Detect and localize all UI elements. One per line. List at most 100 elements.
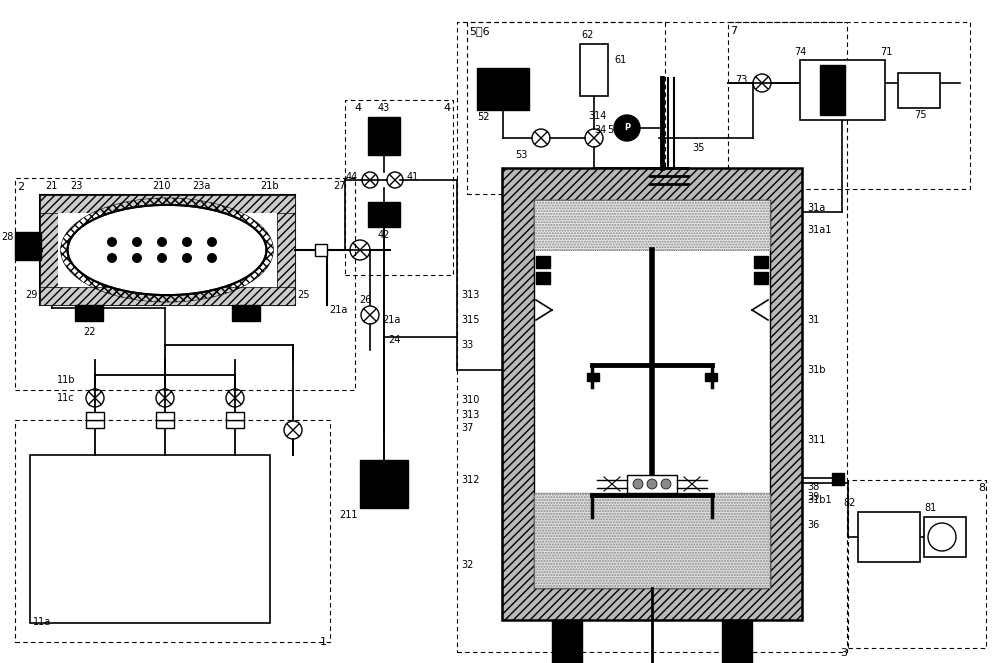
Bar bbox=[345, 100, 453, 275]
Bar bbox=[728, 22, 970, 189]
Bar bbox=[368, 117, 400, 155]
Text: 315: 315 bbox=[461, 315, 480, 325]
Text: 25: 25 bbox=[297, 290, 310, 300]
Text: 23a: 23a bbox=[192, 181, 210, 191]
Bar bbox=[86, 412, 104, 420]
Text: 43: 43 bbox=[378, 103, 390, 113]
Circle shape bbox=[132, 237, 142, 247]
Bar bbox=[627, 475, 677, 493]
Text: 210: 210 bbox=[152, 181, 170, 191]
Bar bbox=[40, 195, 295, 213]
Bar bbox=[15, 232, 41, 260]
Bar bbox=[477, 68, 529, 110]
Text: 11c: 11c bbox=[57, 393, 75, 403]
Bar bbox=[580, 44, 608, 96]
Bar bbox=[226, 420, 244, 428]
Bar bbox=[368, 202, 400, 227]
Text: 313: 313 bbox=[461, 290, 479, 300]
Bar bbox=[820, 65, 845, 115]
Text: 42: 42 bbox=[378, 230, 390, 240]
Bar bbox=[552, 620, 582, 663]
Circle shape bbox=[661, 479, 671, 489]
Text: 52: 52 bbox=[477, 112, 490, 122]
Text: 31a: 31a bbox=[807, 203, 825, 213]
Bar bbox=[534, 493, 770, 588]
Text: 29: 29 bbox=[26, 290, 38, 300]
Text: 3: 3 bbox=[840, 648, 847, 658]
Circle shape bbox=[182, 253, 192, 263]
Circle shape bbox=[633, 479, 643, 489]
Text: 74: 74 bbox=[794, 47, 806, 57]
Bar bbox=[40, 195, 295, 305]
Text: 2: 2 bbox=[17, 182, 24, 192]
Text: 41: 41 bbox=[407, 172, 419, 182]
Text: 1: 1 bbox=[320, 637, 327, 647]
Bar bbox=[40, 195, 58, 305]
Text: 211: 211 bbox=[340, 510, 358, 520]
Bar bbox=[722, 620, 752, 663]
Text: 38: 38 bbox=[807, 482, 819, 492]
Bar bbox=[534, 493, 770, 588]
Text: 311: 311 bbox=[807, 435, 825, 445]
Text: 11a: 11a bbox=[33, 617, 51, 627]
Bar bbox=[536, 272, 550, 284]
Text: 33: 33 bbox=[461, 340, 473, 350]
Bar bbox=[15, 420, 330, 642]
Bar bbox=[800, 60, 885, 120]
Bar bbox=[156, 420, 174, 428]
Bar bbox=[58, 213, 277, 287]
Text: 5、6: 5、6 bbox=[469, 26, 490, 36]
Bar bbox=[467, 22, 665, 194]
Bar bbox=[156, 412, 174, 420]
Bar bbox=[705, 373, 717, 381]
Bar bbox=[898, 73, 940, 108]
Bar bbox=[232, 305, 260, 321]
Text: 313: 313 bbox=[461, 410, 479, 420]
Text: 28: 28 bbox=[2, 232, 14, 242]
Ellipse shape bbox=[69, 206, 265, 294]
Bar bbox=[536, 256, 550, 268]
Bar bbox=[705, 503, 717, 511]
Circle shape bbox=[107, 253, 117, 263]
Bar bbox=[75, 305, 103, 321]
Bar bbox=[40, 287, 295, 305]
Text: 4: 4 bbox=[355, 103, 362, 113]
Circle shape bbox=[647, 479, 657, 489]
Text: 21b: 21b bbox=[260, 181, 279, 191]
Circle shape bbox=[107, 237, 117, 247]
Text: 32: 32 bbox=[461, 560, 473, 570]
Text: 4: 4 bbox=[443, 103, 450, 113]
Bar bbox=[86, 420, 104, 428]
Circle shape bbox=[207, 237, 217, 247]
Text: 26: 26 bbox=[359, 295, 371, 305]
Bar bbox=[754, 272, 768, 284]
Text: 24: 24 bbox=[388, 335, 400, 345]
Bar bbox=[858, 512, 920, 562]
Text: 22: 22 bbox=[83, 327, 95, 337]
Bar bbox=[832, 473, 844, 485]
Text: 37: 37 bbox=[461, 423, 473, 433]
Circle shape bbox=[157, 253, 167, 263]
Bar bbox=[534, 200, 770, 588]
Bar bbox=[587, 503, 599, 511]
Bar bbox=[30, 455, 270, 623]
Bar bbox=[534, 200, 770, 250]
Bar bbox=[587, 373, 599, 381]
Text: 31a1: 31a1 bbox=[807, 225, 831, 235]
Text: 21a: 21a bbox=[382, 315, 400, 325]
Text: 34: 34 bbox=[595, 125, 607, 135]
Text: 51: 51 bbox=[607, 125, 619, 135]
Text: 73: 73 bbox=[736, 75, 748, 85]
Text: 31b: 31b bbox=[807, 365, 826, 375]
Bar bbox=[457, 22, 847, 652]
Text: P: P bbox=[624, 123, 630, 133]
Circle shape bbox=[207, 253, 217, 263]
Text: 314: 314 bbox=[589, 111, 607, 121]
Text: 39: 39 bbox=[807, 492, 819, 502]
Text: 36: 36 bbox=[807, 520, 819, 530]
Text: 82: 82 bbox=[844, 498, 856, 508]
Circle shape bbox=[182, 237, 192, 247]
Text: 21: 21 bbox=[45, 181, 57, 191]
Text: 81: 81 bbox=[924, 503, 936, 513]
Bar bbox=[754, 256, 768, 268]
